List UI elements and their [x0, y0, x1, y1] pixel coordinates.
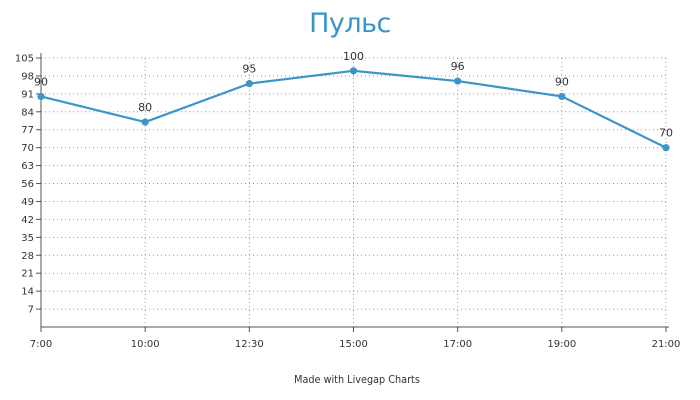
y-tick-label: 42 — [21, 215, 34, 226]
y-tick-label: 84 — [21, 107, 34, 118]
x-tick-label: 21:00 — [652, 339, 681, 350]
data-point — [142, 118, 149, 125]
data-point — [454, 77, 461, 84]
y-tick-label: 70 — [21, 143, 34, 154]
data-label: 100 — [343, 50, 364, 63]
data-point — [246, 80, 253, 87]
y-tick-label: 56 — [21, 179, 34, 190]
data-label: 96 — [451, 60, 465, 73]
data-label: 90 — [555, 75, 569, 88]
footer-credit: Made with Livegap Charts — [43, 373, 671, 386]
x-tick-label: 12:30 — [235, 339, 264, 350]
y-tick-label: 105 — [15, 54, 34, 65]
x-tick-label: 15:00 — [339, 339, 368, 350]
axes: 7 14 21 28 35 42 49 56 63 70 77 84 91 98 105 7:00 10:00 1… — [15, 53, 681, 350]
y-tick-label: 21 — [21, 269, 34, 280]
y-tick-label: 98 — [21, 71, 34, 82]
data-label: 95 — [242, 63, 256, 76]
y-tick-label: 63 — [21, 161, 34, 172]
x-tick-label: 10:00 — [131, 339, 160, 350]
y-tick-label: 91 — [21, 89, 34, 100]
x-tick-label: 7:00 — [30, 339, 52, 350]
data-label: 70 — [659, 127, 673, 140]
y-tick-label: 14 — [21, 287, 34, 298]
grid-lines — [41, 58, 669, 327]
y-tick-label: 77 — [21, 125, 34, 136]
y-tick-label: 49 — [21, 197, 34, 208]
data-point — [558, 93, 565, 100]
data-point — [350, 67, 357, 74]
x-tick-label: 17:00 — [443, 339, 472, 350]
data-point — [662, 144, 669, 151]
x-tick-label: 19:00 — [547, 339, 576, 350]
y-tick-label: 28 — [21, 251, 34, 262]
y-tick-label: 35 — [21, 233, 34, 244]
data-label: 80 — [138, 101, 152, 114]
data-point — [37, 93, 44, 100]
data-label: 90 — [34, 75, 48, 88]
y-tick-label: 7 — [28, 305, 34, 316]
